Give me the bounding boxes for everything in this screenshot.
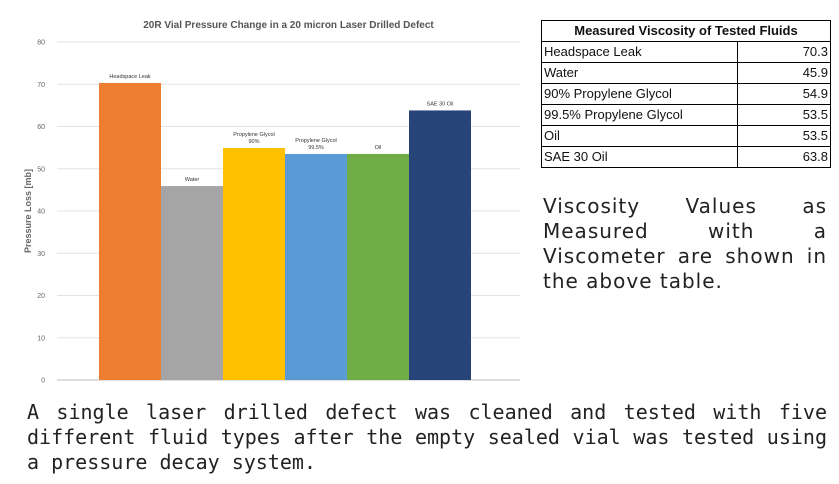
fluid-name: Oil [541,125,738,147]
bar [161,186,223,380]
viscosity-value: 54.9 [737,83,831,105]
viscosity-value: 63.8 [737,146,831,168]
fluid-name: SAE 30 Oil [541,146,738,168]
y-tick-label: 0 [41,378,45,385]
figure-caption: A single laser drilled defect was cleane… [27,400,827,474]
y-tick-label: 20 [37,293,45,300]
bar-chart: 20R Vial Pressure Change in a 20 micron … [23,20,520,385]
fluid-name: Headspace Leak [541,41,738,63]
table-header-row: Measured Viscosity of Tested Fluids [541,20,831,42]
bar [99,82,161,381]
bar-data-label: 99.5% [308,145,324,151]
table-row: Headspace Leak 70.3 [541,41,831,63]
viscosity-value: 53.5 [737,104,831,126]
table-row: SAE 30 Oil 63.8 [541,146,831,168]
fluid-name: 99.5% Propylene Glycol [541,104,738,126]
bar [223,148,285,380]
bar-data-label: 90% [248,139,259,145]
fluid-name: 90% Propylene Glycol [541,83,738,105]
table-title: Measured Viscosity of Tested Fluids [541,20,831,42]
bar [347,153,409,380]
viscosity-value: 45.9 [737,62,831,84]
table-row: 90% Propylene Glycol 54.9 [541,83,831,105]
y-tick-label: 10 [37,335,45,342]
bar-data-label: Propylene Glycol [295,138,337,144]
y-tick-label: 70 [37,82,45,89]
viscosity-table: Measured Viscosity of Tested Fluids Head… [541,20,831,168]
y-tick-label: 30 [37,251,45,258]
table-row: 99.5% Propylene Glycol 53.5 [541,104,831,126]
fluid-name: Water [541,62,738,84]
bar [409,110,471,380]
chart-canvas: 20R Vial Pressure Change in a 20 micron … [23,20,520,385]
viscosity-value: 70.3 [737,41,831,63]
table-row: Water 45.9 [541,62,831,84]
bar-data-label: Water [185,177,200,183]
bar-data-label: Oil [375,145,382,151]
y-tick-label: 50 [37,166,45,173]
y-tick-label: 60 [37,124,45,131]
y-axis-label: Pressure Loss [mb] [23,169,33,253]
viscosity-note: Viscosity Values as Measured with a Visc… [543,194,827,293]
bar-data-label: Headspace Leak [109,74,151,80]
bar-data-label: Propylene Glycol [233,132,275,138]
bar-data-label: SAE 30 Oil [427,101,454,107]
table-row: Oil 53.5 [541,125,831,147]
bar [285,153,347,380]
y-tick-label: 80 [37,40,45,47]
chart-title: 20R Vial Pressure Change in a 20 micron … [143,20,434,31]
viscosity-value: 53.5 [737,125,831,147]
y-tick-label: 40 [37,209,45,216]
